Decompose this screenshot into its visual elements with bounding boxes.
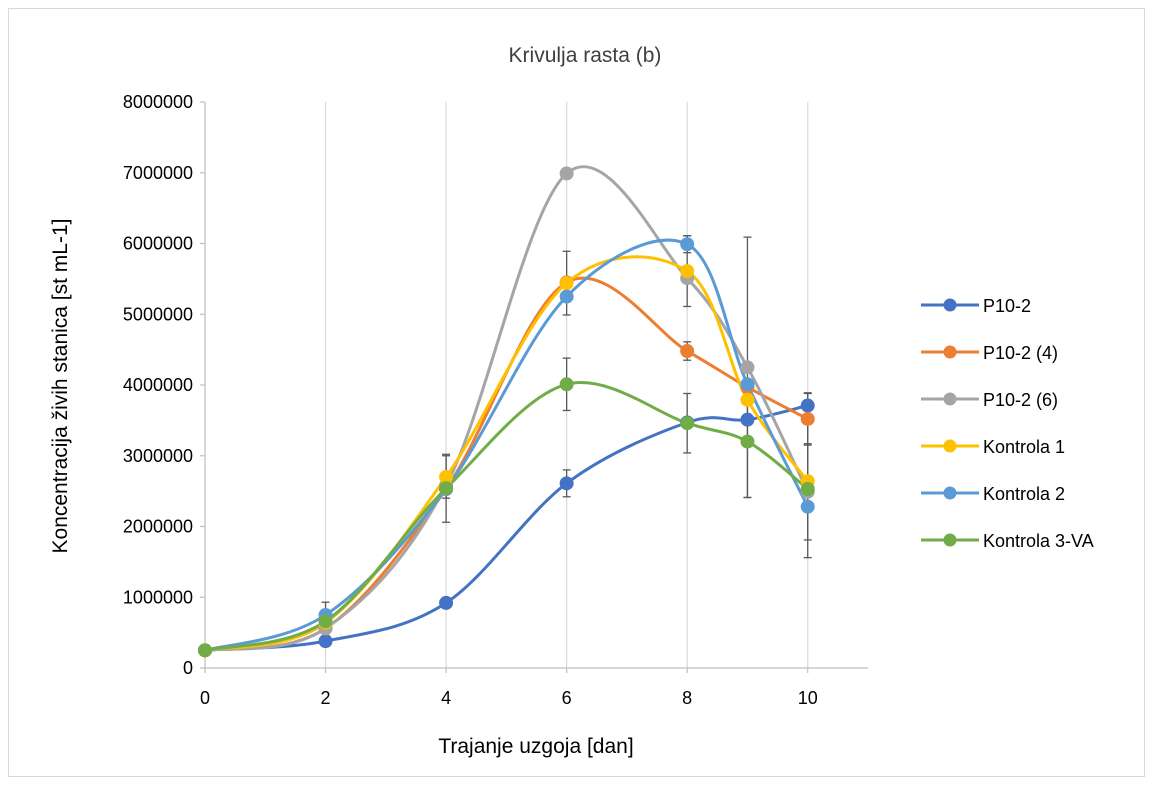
- legend-marker-4: [943, 439, 957, 453]
- data-point-s5: [559, 289, 574, 304]
- y-tick-label: 7000000: [123, 163, 193, 183]
- y-axis-label: Koncentracija živih stanica [st mL-1]: [49, 219, 72, 554]
- y-tick-label: 3000000: [123, 446, 193, 466]
- data-point-s2: [800, 411, 815, 426]
- data-point-s6: [439, 481, 454, 496]
- chart-title: Krivulja rasta (b): [509, 44, 662, 67]
- data-point-s3: [559, 166, 574, 181]
- series-line-6: [204, 381, 809, 652]
- x-tick-label: 2: [321, 688, 331, 708]
- x-tick-label: 4: [441, 688, 451, 708]
- legend-label-1: P10-2: [983, 296, 1031, 316]
- data-point-s6: [559, 377, 574, 392]
- x-tick-label: 8: [682, 688, 692, 708]
- data-point-s5: [800, 499, 815, 514]
- legend-label-5: Kontrola 2: [983, 484, 1065, 504]
- x-tick-label: 0: [200, 688, 210, 708]
- legend-marker-3: [943, 392, 957, 406]
- legend-marker-2: [943, 345, 957, 359]
- grid-lines: [324, 102, 809, 668]
- data-point-s6: [318, 614, 333, 629]
- legend-marker-6: [943, 533, 957, 547]
- x-tick-label: 10: [798, 688, 818, 708]
- chart-frame: [8, 8, 1145, 777]
- axes: [200, 101, 868, 673]
- data-point-s6: [198, 643, 212, 658]
- y-tick-label: 6000000: [123, 234, 193, 254]
- series-line-1: [204, 404, 809, 652]
- legend-label-3: P10-2 (6): [983, 390, 1058, 410]
- series-line-3: [204, 165, 810, 652]
- x-tick-label: 6: [562, 688, 572, 708]
- data-point-s1: [740, 412, 755, 427]
- y-tick-label: 8000000: [123, 92, 193, 112]
- legend-label-4: Kontrola 1: [983, 437, 1065, 457]
- data-point-s4: [740, 392, 755, 407]
- data-point-s4: [559, 276, 574, 291]
- legend-marker-5: [943, 486, 957, 500]
- legend-marker-1: [943, 298, 957, 312]
- x-axis-label: Trajanje uzgoja [dan]: [438, 735, 633, 758]
- legend-label-6: Kontrola 3-VA: [983, 531, 1094, 551]
- data-point-s1: [559, 476, 574, 491]
- legend-label-2: P10-2 (4): [983, 343, 1058, 363]
- series-lines: [204, 165, 810, 652]
- legend: P10-2 P10-2 (4) P10-2 (6) Kontrola 1 Kontrol…: [921, 296, 1094, 551]
- y-tick-label: 1000000: [123, 587, 193, 607]
- data-point-s6: [680, 416, 695, 431]
- y-tick-label: 2000000: [123, 517, 193, 537]
- data-point-s6: [800, 482, 815, 497]
- data-point-s1: [318, 634, 333, 649]
- y-tick-label: 5000000: [123, 304, 193, 324]
- tick-labels: 0 1000000 2000000 3000000 4000000 5000000 6000…: [123, 92, 818, 708]
- data-points: [198, 166, 815, 658]
- data-point-s4: [680, 264, 695, 279]
- series-line-5: [204, 238, 810, 652]
- data-point-s1: [800, 398, 815, 413]
- y-tick-label: 4000000: [123, 375, 193, 395]
- series-line-2: [204, 276, 809, 652]
- data-point-s2: [680, 344, 695, 359]
- data-point-s5: [680, 237, 695, 252]
- data-point-s6: [740, 434, 755, 449]
- y-tick-label: 0: [183, 658, 193, 678]
- data-point-s5: [740, 377, 755, 392]
- data-point-s3: [740, 360, 755, 375]
- data-point-s1: [439, 595, 454, 610]
